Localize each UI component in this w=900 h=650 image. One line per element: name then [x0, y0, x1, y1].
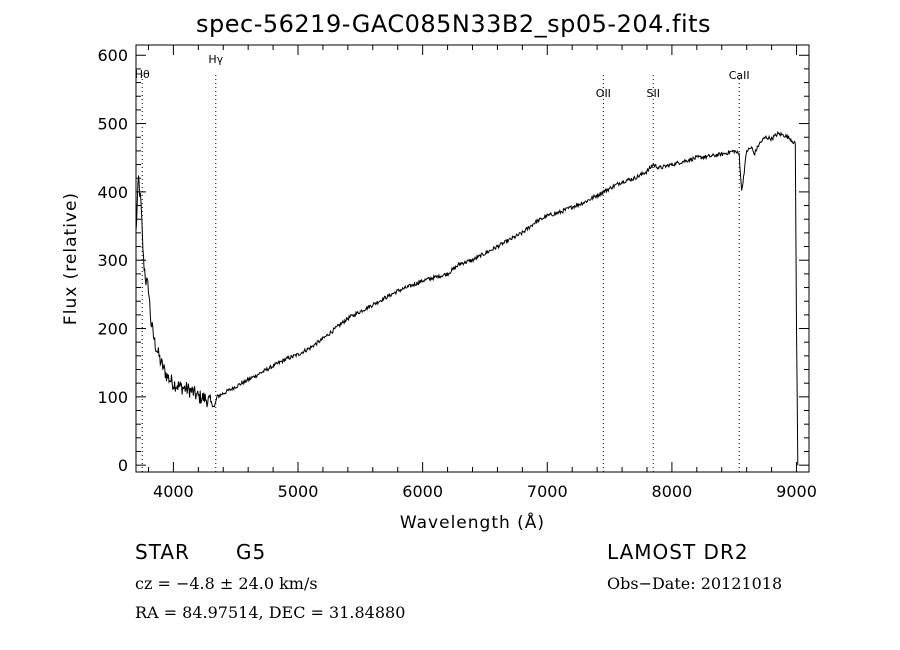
chart-title: spec-56219-GAC085N33B2_sp05-204.fits	[196, 10, 712, 38]
x-tick-label: 4000	[153, 482, 194, 501]
x-tick-label: 6000	[402, 482, 443, 501]
survey-name: LAMOST DR2	[607, 540, 749, 564]
ra-dec-coords: RA = 84.97514, DEC = 31.84880	[135, 603, 406, 622]
line-marker-label: Hγ	[208, 53, 223, 66]
x-tick-label: 7000	[527, 482, 568, 501]
x-tick-label: 5000	[278, 482, 319, 501]
x-tick-label: 8000	[652, 482, 693, 501]
y-tick-label: 0	[118, 456, 128, 475]
y-tick-label: 500	[97, 115, 128, 134]
y-tick-label: 600	[97, 46, 128, 65]
line-marker-label: Hθ	[135, 68, 150, 81]
redshift-cz: cz = −4.8 ± 24.0 km/s	[135, 574, 318, 593]
spectrum-line	[135, 130, 799, 466]
line-marker-label: SII	[646, 87, 659, 100]
line-marker-label: OII	[596, 87, 611, 100]
object-class: STAR	[135, 540, 190, 564]
y-tick-label: 200	[97, 320, 128, 339]
line-marker-label: CaII	[729, 69, 750, 82]
object-subclass: G5	[236, 540, 267, 564]
y-tick-label: 400	[97, 183, 128, 202]
x-tick-label: 9000	[776, 482, 817, 501]
y-tick-label: 100	[97, 388, 128, 407]
obs-date: Obs−Date: 20121018	[607, 574, 783, 593]
y-tick-label: 300	[97, 251, 128, 270]
x-axis-label: Wavelength (Å)	[400, 511, 545, 533]
y-axis-label: Flux (relative)	[61, 192, 81, 325]
